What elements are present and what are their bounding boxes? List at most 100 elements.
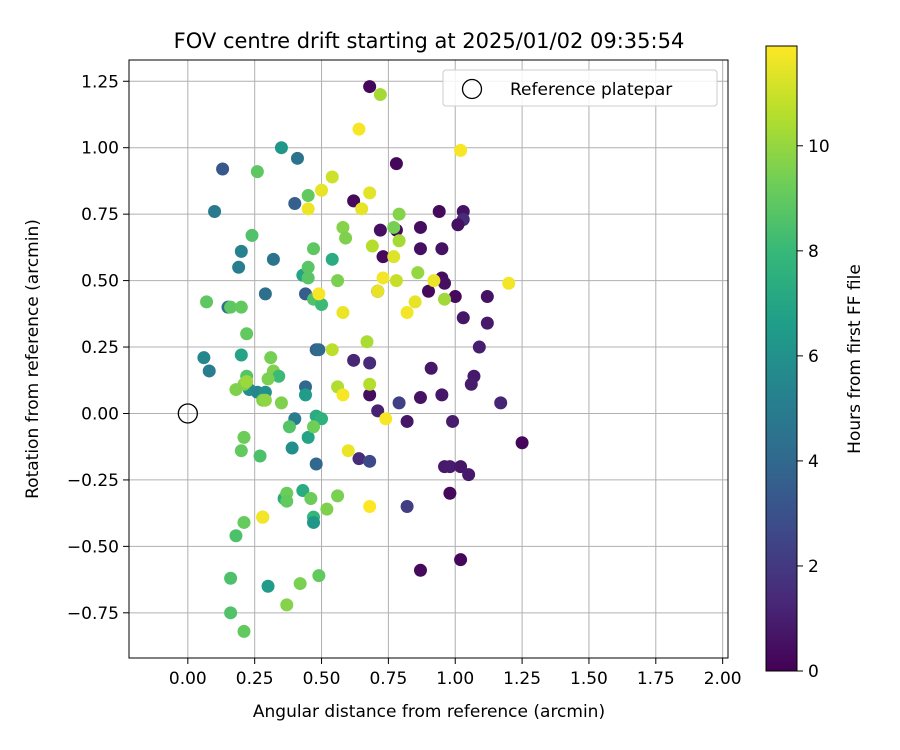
scatter-point [253,449,267,463]
scatter-point [363,377,377,391]
scatter-point [309,457,323,471]
scatter-point [312,569,326,583]
scatter-point [301,260,315,274]
scatter-point [336,305,350,319]
legend-marker [461,78,483,100]
scatter-point [424,361,438,375]
scatter-point [237,515,251,529]
y-tick-label: −0.50 [67,537,119,557]
scatter-point [229,529,243,543]
y-tick-label: 0.50 [81,272,119,292]
y-tick-label: 0.25 [81,338,119,358]
scatter-point [232,260,246,274]
scatter-point [432,204,446,218]
scatter-point [280,598,294,612]
scatter-point [387,250,401,264]
colorbar-tick-label: 6 [808,347,819,367]
scatter-point [261,579,275,593]
scatter-point [307,242,321,256]
colorbar-tick-label: 10 [808,137,830,157]
scatter-point [274,141,288,155]
scatter-point [301,189,315,203]
colorbar-tick-label: 0 [808,662,819,682]
y-tick-label: 1.25 [81,72,119,92]
scatter-point [208,204,222,218]
scatter-point [443,460,457,474]
scatter-point [293,577,307,591]
scatter-point [347,353,361,367]
scatter-point [315,298,329,312]
scatter-point [325,170,339,184]
scatter-point [272,369,286,383]
x-tick-label: 0.00 [169,669,207,689]
scatter-point [224,571,238,585]
scatter-point [240,327,254,341]
legend: Reference platepar [442,69,718,107]
scatter-point [347,194,361,208]
scatter-point [312,287,326,301]
scatter-point [355,202,369,216]
scatter-point [454,460,468,474]
scatter-point [341,444,355,458]
scatter-point [376,271,390,285]
scatter-point [234,444,248,458]
scatter-point [331,489,345,503]
scatter-point [234,300,248,314]
scatter-point [443,486,457,500]
scatter-point [325,252,339,266]
x-tick-label: 1.50 [570,669,608,689]
scatter-point [392,207,406,221]
scatter-point [264,351,278,365]
chart-title: FOV centre drift starting at 2025/01/02 … [174,29,685,53]
scatter-point [400,500,414,514]
x-tick-label: 1.00 [436,669,474,689]
y-tick-label: 0.75 [81,205,119,225]
scatter-point [245,228,259,242]
scatter-point [336,388,350,402]
legend-label: Reference platepar [510,80,672,100]
colorbar-label: Hours from first FF file [845,264,865,454]
scatter-point [216,162,230,176]
scatter-point [250,165,264,179]
scatter-point [240,375,254,389]
scatter-point [371,284,385,298]
scatter-point [234,244,248,258]
scatter-point [202,364,216,378]
scatter-point [454,553,468,567]
scatter-point [462,468,476,482]
scatter-point [304,492,318,506]
y-tick-label: −0.75 [67,604,119,624]
scatter-point [315,183,329,197]
scatter-point [438,276,452,290]
scatter-point [451,218,465,232]
scatter-point [413,242,427,256]
scatter-point [373,88,387,102]
x-tick-label: 1.25 [503,669,541,689]
y-axis-ticks: −0.75 −0.50 −0.25 0.00 0.25 0.50 0.75 1.00 1.25 [67,72,129,624]
y-tick-label: 1.00 [81,139,119,159]
scatter-point [307,515,321,529]
scatter-point [325,343,339,357]
scatter-point [307,420,321,434]
scatter-point [296,484,310,498]
scatter-point [448,290,462,304]
scatter-point [315,412,329,426]
colorbar-tick-label: 4 [808,452,819,472]
scatter-point [282,420,296,434]
x-tick-label: 0.75 [369,669,407,689]
scatter-point [339,231,353,245]
scatter-point [502,276,516,290]
scatter-point [387,220,401,234]
scatter-point [435,242,449,256]
colorbar-ticks: 0 2 4 6 8 10 [797,137,830,682]
colorbar [765,45,798,672]
scatter-point [363,356,377,370]
scatter-point [472,340,486,354]
plot-frame [128,59,729,659]
scatter-point [376,250,390,264]
scatter-point [320,502,334,516]
scatter-point [422,284,435,298]
scatter-point [280,494,294,508]
scatter-point [363,500,377,514]
